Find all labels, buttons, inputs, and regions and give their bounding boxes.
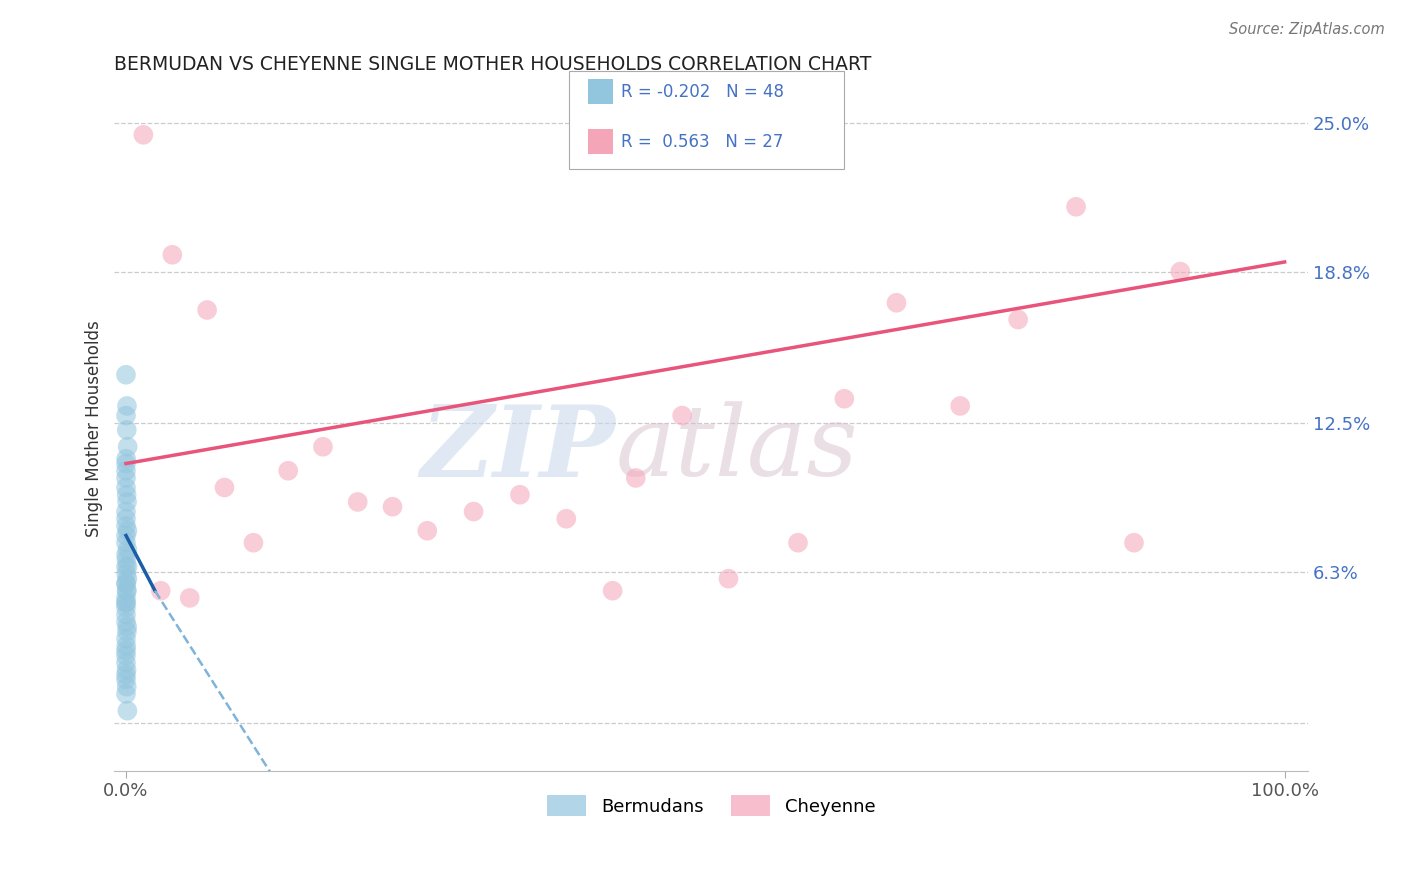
Point (416, 524, 439, 538)
Point (115, 624, 138, 639)
Point (115, 559, 138, 574)
Point (115, 591, 138, 605)
Point (509, 488, 531, 502)
Point (1123, 535, 1146, 549)
Point (115, 512, 138, 526)
Point (115, 464, 138, 478)
Point (115, 615, 138, 629)
Point (115, 576, 138, 591)
Point (277, 464, 299, 478)
Point (115, 548, 138, 562)
Point (381, 500, 404, 514)
Point (117, 704, 139, 718)
Point (115, 680, 138, 694)
Point (195, 302, 218, 317)
Point (787, 535, 810, 549)
Text: BERMUDAN VS CHEYENNE SINGLE MOTHER HOUSEHOLDS CORRELATION CHART: BERMUDAN VS CHEYENNE SINGLE MOTHER HOUSE… (114, 55, 872, 74)
Legend: Bermudans, Cheyenne: Bermudans, Cheyenne (540, 788, 883, 823)
Point (115, 519, 138, 533)
Point (1170, 264, 1192, 278)
Point (115, 368, 138, 382)
Point (115, 552, 138, 566)
Point (115, 566, 138, 581)
Point (115, 687, 138, 701)
Text: ZIP: ZIP (420, 401, 616, 498)
Point (115, 639, 138, 653)
Point (117, 572, 139, 586)
Point (717, 572, 740, 586)
Point (115, 596, 138, 610)
Point (115, 423, 138, 437)
Point (115, 643, 138, 657)
Point (463, 504, 485, 518)
Point (115, 481, 138, 495)
Point (115, 607, 138, 622)
Point (115, 673, 138, 687)
Point (115, 457, 138, 471)
Point (624, 471, 647, 485)
Point (115, 648, 138, 663)
Point (117, 440, 139, 454)
Point (115, 471, 138, 485)
Point (242, 535, 264, 549)
Point (115, 663, 138, 677)
Point (115, 596, 138, 610)
Point (162, 248, 184, 262)
Point (115, 399, 138, 413)
Point (115, 451, 138, 466)
Point (115, 656, 138, 670)
Point (602, 583, 624, 598)
Point (115, 528, 138, 542)
Point (117, 543, 139, 558)
Point (115, 576, 138, 591)
Point (886, 295, 908, 310)
Text: atlas: atlas (616, 401, 859, 497)
Point (312, 440, 335, 454)
Point (834, 392, 856, 406)
Point (671, 409, 693, 423)
Point (115, 409, 138, 423)
Point (117, 559, 139, 574)
Point (115, 488, 138, 502)
Point (115, 667, 138, 681)
Text: R = -0.202   N = 48: R = -0.202 N = 48 (621, 83, 785, 101)
Point (949, 399, 972, 413)
Point (132, 128, 155, 142)
Y-axis label: Single Mother Households: Single Mother Households (86, 320, 103, 537)
Point (346, 495, 368, 509)
Point (115, 504, 138, 518)
Point (115, 632, 138, 646)
Point (214, 481, 236, 495)
Text: Source: ZipAtlas.com: Source: ZipAtlas.com (1229, 22, 1385, 37)
Point (179, 591, 201, 605)
Point (115, 600, 138, 615)
Point (149, 583, 172, 598)
Point (555, 512, 578, 526)
Point (115, 583, 138, 598)
Point (1064, 200, 1087, 214)
Point (115, 583, 138, 598)
Point (115, 535, 138, 549)
Point (1007, 312, 1029, 326)
Point (117, 524, 139, 538)
Text: R =  0.563   N = 27: R = 0.563 N = 27 (621, 133, 783, 151)
Point (115, 620, 138, 634)
Point (115, 495, 138, 509)
